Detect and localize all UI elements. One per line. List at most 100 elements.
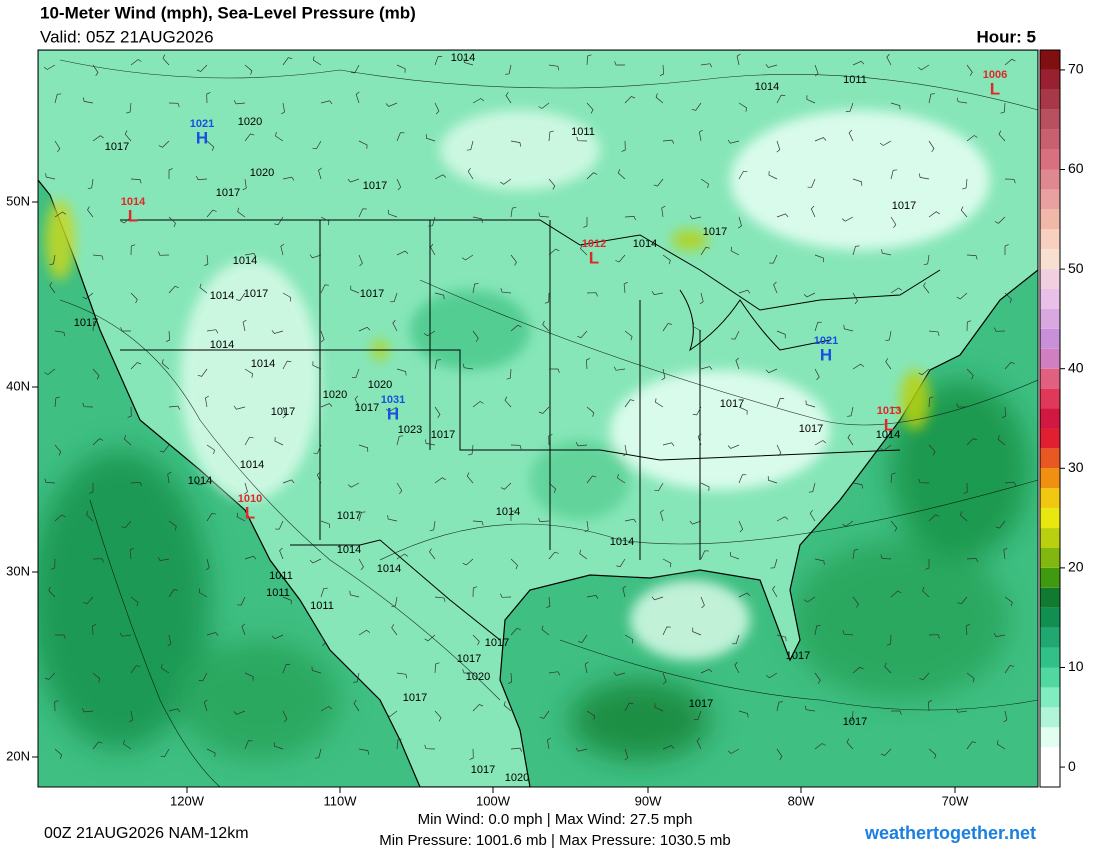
- wind-barb: [997, 435, 1006, 446]
- wind-barb: [320, 403, 333, 408]
- isobar-label: 1020: [250, 167, 274, 179]
- wind-barb: [730, 551, 740, 560]
- wind-barb: [462, 669, 473, 674]
- wind-barb: [700, 596, 705, 609]
- wind-barb: [429, 520, 436, 532]
- wind-barb: [966, 741, 977, 750]
- wind-barb: [54, 330, 66, 337]
- wind-barb: [693, 710, 702, 720]
- wind-barb: [54, 514, 66, 522]
- wind-barb: [890, 102, 901, 110]
- wind-barb: [586, 595, 599, 599]
- wind-barb: [1004, 361, 1015, 370]
- wind-barb: [852, 596, 859, 608]
- wind-barb: [197, 368, 208, 377]
- wind-barb: [311, 666, 322, 674]
- wind-barb: [282, 406, 287, 419]
- wind-barb: [54, 396, 60, 408]
- wind-barb: [919, 672, 930, 681]
- wind-barb: [928, 140, 935, 153]
- wind-barb: [842, 630, 854, 636]
- wind-barb: [120, 327, 131, 332]
- wind-barb: [127, 406, 132, 418]
- colorbar-bin: [1040, 408, 1060, 429]
- colorbar-bin: [1040, 707, 1060, 728]
- wind-barb: [124, 130, 132, 142]
- pressure-value: 1021: [814, 335, 838, 347]
- lon-label: 80W: [788, 793, 815, 808]
- wind-barb: [956, 292, 968, 300]
- colorbar-bin: [1040, 229, 1060, 250]
- wind-barb: [738, 710, 749, 718]
- wind-barb: [548, 248, 560, 256]
- wind-barb: [313, 444, 322, 454]
- wind-barb: [623, 444, 627, 457]
- wind-barb: [624, 634, 634, 644]
- wind-barb: [994, 216, 1006, 224]
- wind-barb: [500, 178, 512, 185]
- isobar-label: 1014: [610, 536, 634, 548]
- wind-barb: [1004, 596, 1013, 607]
- colorbar-label: 40: [1068, 359, 1084, 375]
- wind-barb: [890, 520, 898, 532]
- wind-barb: [654, 482, 664, 492]
- wind-barb: [434, 596, 446, 602]
- wind-barb: [204, 254, 209, 267]
- wind-barb: [274, 437, 284, 446]
- isobar-label: 1023: [398, 424, 422, 436]
- pressure-symbol: H: [196, 128, 208, 147]
- wind-barb: [130, 482, 143, 487]
- wind-barb: [434, 662, 440, 674]
- wind-barb: [814, 321, 822, 332]
- wind-barb: [843, 324, 854, 332]
- wind-barb: [624, 96, 636, 104]
- wind-barb: [692, 406, 702, 416]
- wind-barb: [842, 520, 854, 527]
- wind-barb: [616, 558, 626, 567]
- wind-barb: [48, 586, 56, 598]
- wind-barb: [358, 140, 368, 149]
- colorbar-label: 50: [1068, 260, 1084, 276]
- wind-barb: [776, 516, 789, 522]
- wind-barb: [539, 710, 550, 719]
- pressure-value: 1014: [121, 196, 146, 208]
- wind-barb: [738, 592, 751, 598]
- map-axes: 50N 40N 30N 20N 120W 110W 100W 90W 80W 70W: [6, 193, 969, 808]
- wind-barb: [279, 547, 284, 560]
- wind-barb: [814, 64, 819, 77]
- wind-barb: [542, 320, 550, 332]
- wind-barb: [624, 330, 633, 341]
- wind-barb: [168, 102, 180, 108]
- wind-barb: [318, 167, 322, 180]
- wind-barb: [280, 243, 285, 256]
- isobar-label: 1014: [188, 475, 212, 487]
- forecast-hour: Hour: 5: [977, 27, 1037, 46]
- wind-barb: [773, 281, 778, 294]
- wind-barb: [700, 366, 713, 370]
- wind-barb: [472, 401, 484, 408]
- colorbar-bin: [1040, 607, 1060, 628]
- wind-barb: [537, 517, 550, 522]
- wind-barb: [472, 520, 484, 526]
- wind-barb: [586, 172, 598, 180]
- colorbar-bin: [1040, 567, 1060, 588]
- wind-barb: [396, 250, 409, 256]
- wind-barb: [472, 282, 479, 294]
- wind-barb: [955, 708, 968, 713]
- wind-barb: [814, 743, 826, 750]
- wind-barb: [577, 330, 588, 339]
- wind-barb: [244, 482, 248, 495]
- wind-barb: [962, 178, 968, 190]
- wind-barb: [320, 706, 333, 712]
- wind-barb: [233, 100, 246, 105]
- wind-barb: [472, 704, 484, 712]
- colorbar-bin: [1040, 587, 1060, 608]
- wind-barb: [385, 102, 398, 107]
- wind-barb: [586, 292, 598, 297]
- wind-barb: [168, 520, 177, 531]
- wind-barb: [358, 629, 371, 636]
- wind-barb: [847, 406, 854, 417]
- wind-barb: [385, 406, 398, 412]
